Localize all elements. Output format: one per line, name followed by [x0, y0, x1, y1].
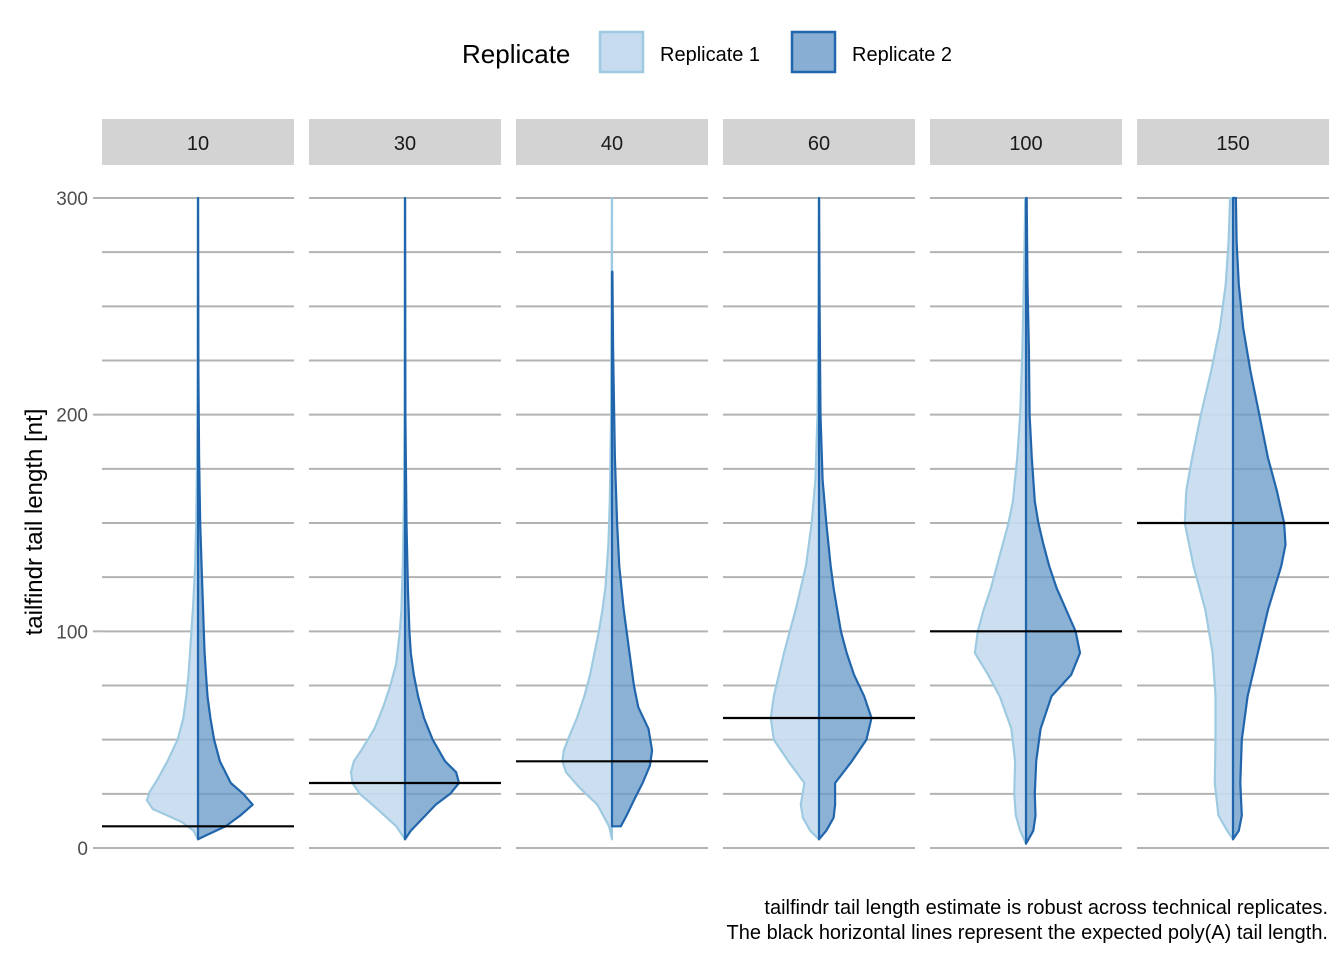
legend-label-replicate-2: Replicate 2 [852, 44, 952, 66]
y-axis: 0 100 200 300 [56, 189, 102, 860]
facet-strip [930, 119, 1122, 165]
facet-panel-150: 150 [1137, 119, 1329, 849]
violin-half-replicate-2 [1231, 196, 1287, 841]
facet-strip-label: 40 [601, 133, 623, 155]
violin-half-replicate-1 [769, 196, 821, 841]
facet-strip [723, 119, 915, 165]
legend-key-replicate-2 [790, 30, 837, 74]
facet-panel-60: 60 [723, 119, 915, 849]
violin-half-replicate-1 [349, 196, 407, 841]
violin-half-replicate-2 [1024, 196, 1082, 845]
violin-half-replicate-2 [610, 270, 654, 828]
legend-label-replicate-1: Replicate 1 [660, 44, 760, 66]
facet-strip-label: 150 [1216, 133, 1249, 155]
violin-half-replicate-2 [817, 196, 873, 841]
facet-panel-40: 40 [516, 119, 708, 849]
y-tick-label: 300 [56, 189, 88, 210]
y-tick-label: 200 [56, 406, 88, 427]
facet-strip-label: 30 [394, 133, 416, 155]
facet-strip-label: 100 [1009, 133, 1042, 155]
caption: tailfindr tail length estimate is robust… [727, 897, 1328, 944]
y-tick-label: 100 [56, 622, 88, 643]
facet-panel-10: 10 [102, 119, 294, 849]
violin-half-replicate-1 [973, 196, 1028, 845]
facet-panels: 10 30 40 60 100 150 [102, 119, 1329, 849]
caption-line-2: The black horizontal lines represent the… [727, 922, 1328, 944]
violin-half-replicate-1 [561, 196, 614, 841]
violin-half-replicate-1 [1183, 196, 1235, 841]
facet-panel-30: 30 [309, 119, 501, 849]
y-axis-title: tailfindr tail length [nt] [21, 409, 48, 636]
violin-half-replicate-2 [403, 196, 461, 841]
y-tick-label: 0 [77, 839, 88, 860]
facet-strip [516, 119, 708, 165]
violin-half-replicate-1 [145, 196, 200, 841]
facet-strip-label: 10 [187, 133, 209, 155]
facet-strip [1137, 119, 1329, 165]
caption-line-1: tailfindr tail length estimate is robust… [764, 897, 1328, 919]
legend-title: Replicate [462, 39, 570, 69]
facet-strip [102, 119, 294, 165]
facet-panel-100: 100 [930, 119, 1122, 849]
legend-key-replicate-1 [598, 30, 645, 74]
legend: Replicate Replicate 1 Replicate 2 [462, 30, 952, 74]
facet-strip-label: 60 [808, 133, 830, 155]
violin-half-replicate-2 [196, 196, 254, 841]
facet-strip [309, 119, 501, 165]
